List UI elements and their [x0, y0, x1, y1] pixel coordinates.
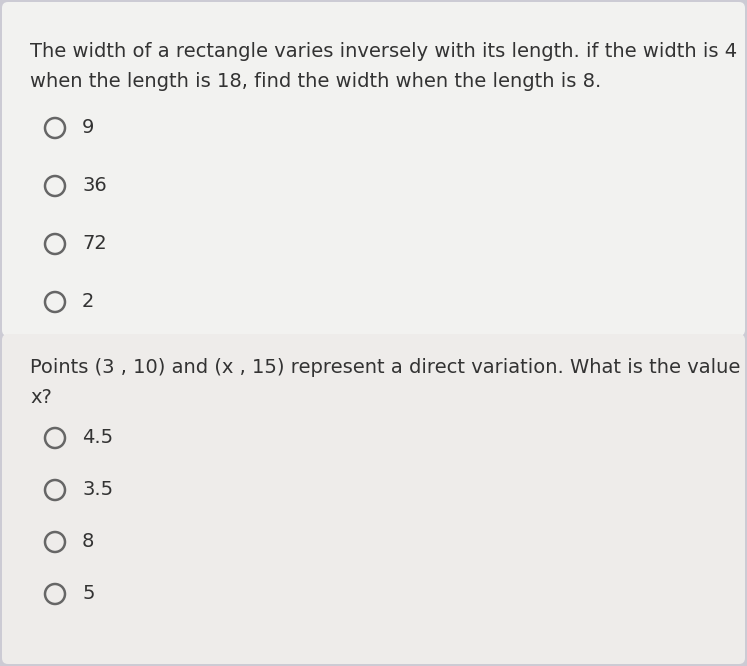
- FancyBboxPatch shape: [2, 334, 745, 664]
- Text: 36: 36: [82, 176, 107, 195]
- Text: 5: 5: [82, 584, 95, 603]
- Text: 8: 8: [82, 532, 94, 551]
- FancyBboxPatch shape: [2, 2, 745, 336]
- Text: x?: x?: [30, 388, 52, 407]
- Text: 72: 72: [82, 234, 107, 253]
- Text: 9: 9: [82, 118, 94, 137]
- Text: 4.5: 4.5: [82, 428, 113, 447]
- Text: 3.5: 3.5: [82, 480, 113, 499]
- Text: The width of a rectangle varies inversely with its length. if the width is 4: The width of a rectangle varies inversel…: [30, 42, 737, 61]
- Text: Points (3 , 10) and (x , 15) represent a direct variation. What is the value of: Points (3 , 10) and (x , 15) represent a…: [30, 358, 747, 377]
- Text: 2: 2: [82, 292, 94, 311]
- Text: when the length is 18, find the width when the length is 8.: when the length is 18, find the width wh…: [30, 72, 601, 91]
